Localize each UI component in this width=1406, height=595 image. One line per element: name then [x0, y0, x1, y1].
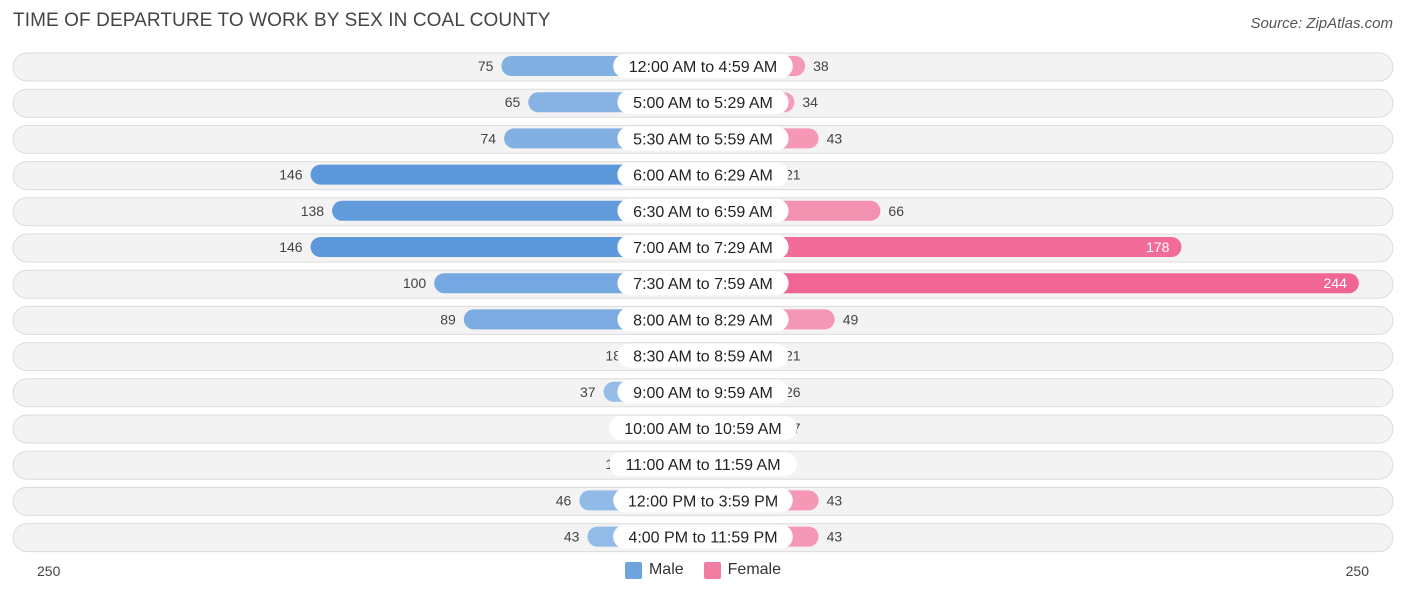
- category-pill: [617, 198, 789, 223]
- category-label: 10:00 AM to 10:59 AM: [624, 421, 781, 438]
- legend-label-female: Female: [727, 561, 782, 578]
- value-label-female: 43: [827, 492, 843, 508]
- category-pill: [609, 452, 797, 477]
- source-label: Source: ZipAtlas.com: [1250, 15, 1393, 32]
- category-label: 8:30 AM to 8:59 AM: [633, 349, 773, 366]
- bar-female[interactable]: [703, 273, 1359, 294]
- category-label: 5:00 AM to 5:29 AM: [633, 95, 773, 112]
- category-label: 7:30 AM to 7:59 AM: [633, 276, 773, 293]
- category-label: 11:00 AM to 11:59 AM: [625, 457, 780, 474]
- legend-swatch-male: [624, 561, 642, 579]
- category-pill: [613, 54, 793, 78]
- category-pill: [613, 524, 793, 549]
- legend-swatch-female: [703, 561, 721, 579]
- legend: Male Female: [0, 561, 1406, 579]
- value-label-female: 38: [813, 58, 829, 74]
- value-label-male: 18: [605, 348, 621, 364]
- category-label: 12:00 PM to 3:59 PM: [628, 493, 778, 510]
- value-label-male: 146: [279, 239, 303, 255]
- axis-min-label: 250: [37, 563, 61, 579]
- category-pill: [617, 379, 789, 404]
- category-label: 6:00 AM to 6:29 AM: [633, 168, 773, 185]
- category-pill: [617, 90, 789, 115]
- value-label-male: 138: [301, 203, 325, 219]
- category-pill: [613, 488, 793, 513]
- chart-svg: 75 38 12:00 AM to 4:59 AM 65 34 5:00 AM to 5:…: [12, 52, 1394, 553]
- legend-item-male[interactable]: Male: [624, 561, 684, 579]
- value-label-female: 21: [785, 167, 801, 183]
- value-label-male: 75: [478, 58, 494, 74]
- value-label-female: 49: [843, 311, 859, 327]
- value-label-female: 43: [827, 529, 843, 545]
- legend-item-female[interactable]: Female: [703, 561, 782, 579]
- category-pill: [617, 235, 789, 259]
- value-label-male: 74: [481, 130, 497, 146]
- value-label-male: 43: [564, 529, 580, 545]
- value-label-female: 21: [785, 348, 801, 364]
- value-label-male: 46: [556, 492, 572, 508]
- value-label-female: 43: [827, 130, 843, 146]
- value-label-female: 26: [785, 384, 801, 400]
- bar-male[interactable]: [310, 237, 703, 257]
- category-label: 8:00 AM to 8:29 AM: [633, 312, 773, 329]
- legend-label-male: Male: [648, 561, 684, 578]
- category-label: 7:00 AM to 7:29 AM: [633, 240, 773, 257]
- category-label: 4:00 PM to 11:59 PM: [628, 530, 777, 547]
- value-label-female: 66: [888, 203, 904, 219]
- category-pill: [617, 271, 789, 296]
- chart-title: TIME OF DEPARTURE TO WORK BY SEX IN COAL…: [13, 10, 551, 31]
- bar-male[interactable]: [332, 200, 703, 221]
- bar-male[interactable]: [310, 164, 703, 185]
- category-label: 12:00 AM to 4:59 AM: [629, 59, 778, 76]
- category-pill: [617, 307, 789, 332]
- bar-female[interactable]: [703, 237, 1182, 257]
- value-label-male: 37: [580, 384, 596, 400]
- value-label-female: 178: [1146, 239, 1170, 255]
- axis-max-label: 250: [1345, 563, 1369, 579]
- value-label-male: 89: [440, 311, 456, 327]
- value-label-male: 65: [505, 94, 521, 110]
- value-label-male: 146: [279, 167, 303, 183]
- category-pill: [617, 126, 789, 151]
- category-label: 5:30 AM to 5:59 AM: [633, 131, 773, 148]
- category-label: 9:00 AM to 9:59 AM: [633, 385, 773, 402]
- value-label-female: 34: [802, 94, 818, 110]
- category-pill: [617, 343, 789, 368]
- category-label: 6:30 AM to 6:59 AM: [633, 204, 773, 221]
- value-label-female: 244: [1324, 275, 1348, 291]
- category-pill: [617, 162, 789, 187]
- value-label-male: 100: [403, 275, 427, 291]
- category-pill: [609, 416, 797, 440]
